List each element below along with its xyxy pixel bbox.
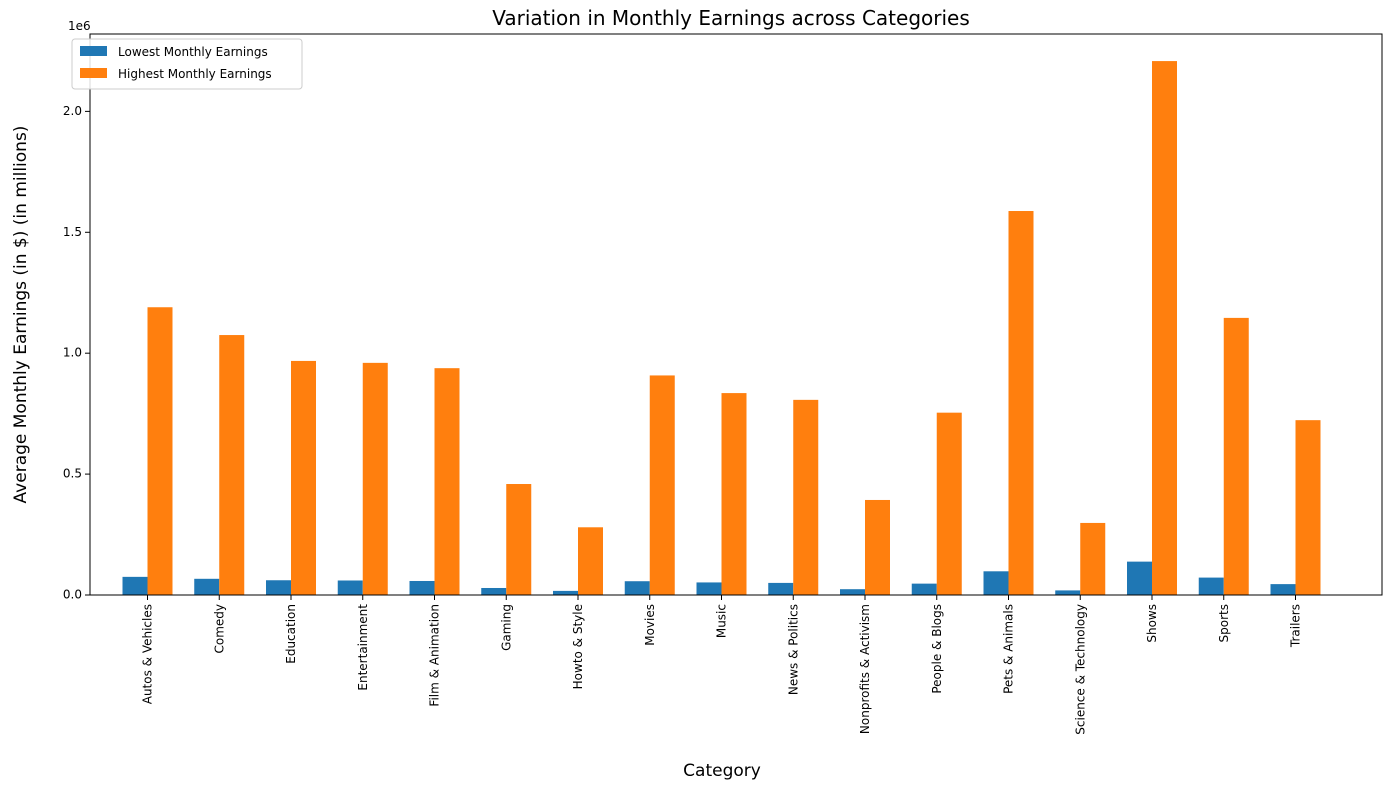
x-tick-label: Music	[715, 604, 729, 638]
x-tick-label: Autos & Vehicles	[141, 604, 155, 704]
legend-label-lowest: Lowest Monthly Earnings	[118, 45, 268, 59]
bar-highest-1	[219, 335, 245, 595]
y-tick-label: 1.5	[63, 225, 82, 239]
legend-swatch-highest	[80, 68, 107, 78]
bar-highest-3	[362, 362, 388, 595]
x-tick-label: Science & Technology	[1073, 604, 1087, 735]
bars-layer	[122, 61, 1321, 595]
legend: Lowest Monthly Earnings Highest Monthly …	[71, 38, 303, 90]
bar-lowest-11	[911, 583, 937, 595]
bar-highest-5	[506, 484, 532, 595]
x-tick-label: Sports	[1217, 604, 1231, 642]
bar-highest-16	[1295, 420, 1321, 595]
bar-lowest-8	[696, 582, 722, 595]
bar-highest-6	[578, 527, 603, 595]
bar-lowest-3	[337, 580, 363, 595]
y-offset-text: 1e6	[68, 19, 91, 33]
bar-lowest-12	[983, 571, 1009, 595]
y-tick-label: 1.0	[63, 346, 82, 360]
plot-frame	[89, 33, 1383, 596]
bar-highest-9	[793, 399, 819, 595]
bar-highest-2	[291, 360, 316, 595]
x-tick-label: Film & Animation	[428, 604, 442, 707]
bar-lowest-16	[1270, 584, 1296, 595]
x-tick-label: People & Blogs	[930, 604, 944, 694]
legend-label-highest: Highest Monthly Earnings	[118, 67, 272, 81]
x-tick-label: Movies	[643, 604, 657, 646]
bar-highest-12	[1008, 211, 1034, 595]
legend-swatch-lowest	[80, 46, 107, 56]
bar-lowest-14	[1127, 561, 1152, 595]
bar-lowest-4	[409, 580, 435, 595]
bar-lowest-10	[840, 589, 865, 595]
bar-lowest-1	[194, 578, 220, 595]
x-tick-label: Gaming	[499, 604, 513, 651]
y-tick-label: 0.5	[63, 467, 82, 481]
bar-highest-14	[1152, 61, 1177, 595]
x-tick-label: Howto & Style	[571, 604, 585, 689]
x-axis: Autos & Vehicles Comedy Education Entertain…	[141, 595, 1303, 735]
x-tick-label: Nonprofits & Activism	[858, 604, 872, 734]
bar-lowest-0	[122, 576, 148, 595]
bar-highest-0	[147, 307, 173, 595]
bar-lowest-5	[481, 587, 507, 595]
x-tick-label: Comedy	[212, 604, 226, 654]
bar-lowest-9	[768, 582, 794, 595]
bar-highest-13	[1080, 522, 1106, 595]
bar-lowest-7	[624, 581, 650, 595]
x-tick-label: Education	[284, 604, 298, 664]
bar-highest-15	[1223, 317, 1249, 595]
x-axis-title: Category	[683, 761, 761, 781]
bar-highest-4	[434, 368, 460, 595]
chart-title: Variation in Monthly Earnings across Cat…	[492, 6, 970, 30]
bar-lowest-13	[1055, 590, 1081, 595]
bar-lowest-2	[266, 580, 291, 595]
x-tick-label: News & Politics	[786, 604, 800, 695]
y-tick-label: 0.0	[63, 588, 82, 602]
x-tick-label: Shows	[1145, 604, 1159, 643]
bar-highest-11	[936, 412, 962, 595]
bar-lowest-15	[1198, 577, 1224, 595]
x-tick-label: Pets & Animals	[1002, 604, 1016, 694]
y-tick-label: 2.0	[63, 104, 82, 118]
x-tick-label: Trailers	[1289, 604, 1303, 648]
bar-highest-10	[865, 499, 890, 595]
legend-frame	[71, 38, 303, 90]
y-axis-title: Average Monthly Earnings (in $) (in mill…	[11, 126, 31, 504]
x-tick-label: Entertainment	[356, 604, 370, 691]
bar-highest-8	[721, 393, 747, 595]
bar-highest-7	[649, 375, 675, 595]
bar-lowest-6	[553, 590, 578, 595]
y-axis: 0.0 0.5 1.0 1.5 2.0	[63, 104, 90, 602]
